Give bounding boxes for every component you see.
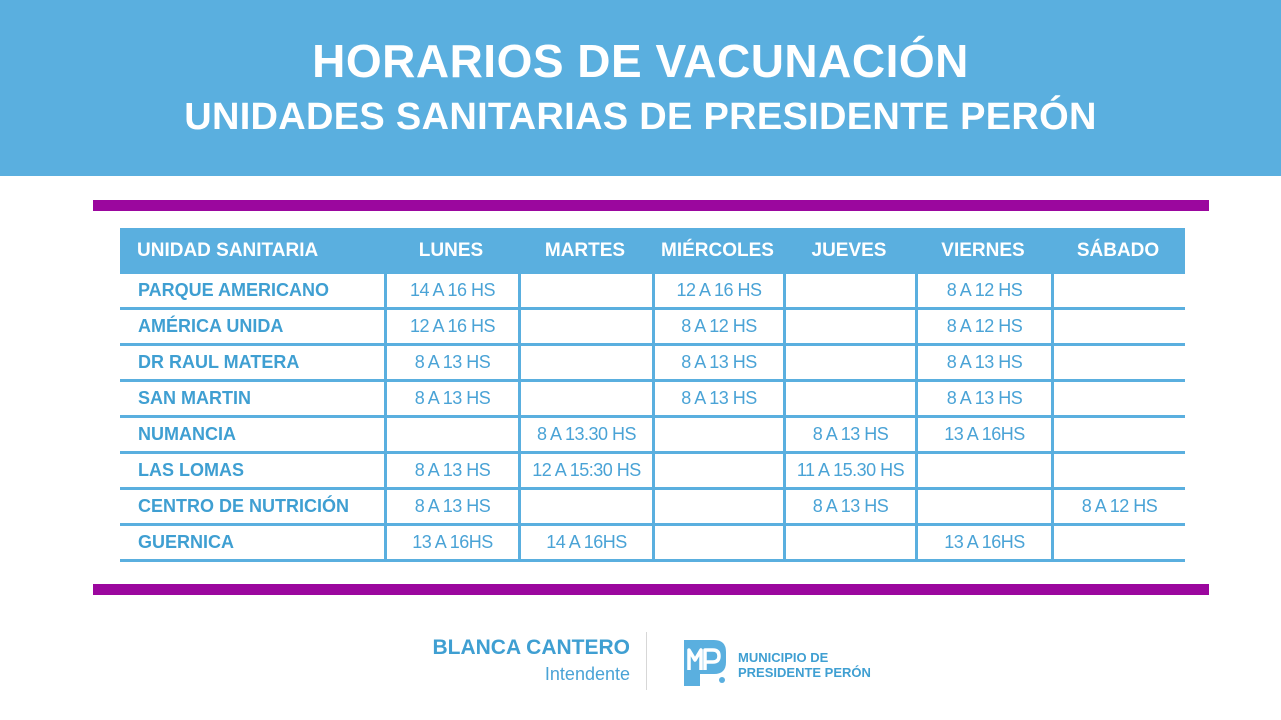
schedule-cell	[652, 418, 783, 451]
schedule-cell: 8 A 13 HS	[783, 418, 915, 451]
table-body: PARQUE AMERICANO 14 A 16 HS 12 A 16 HS 8 A …	[120, 274, 1185, 562]
schedule-cell: 12 A 16 HS	[384, 310, 518, 343]
unit-name-cell: SAN MARTIN	[138, 388, 251, 408]
table-row: AMÉRICA UNIDA 12 A 16 HS 8 A 12 HS 8 A 12 H…	[120, 310, 1185, 346]
schedule-cell	[783, 382, 915, 415]
page-subtitle: UNIDADES SANITARIAS DE PRESIDENTE PERÓN	[184, 96, 1097, 138]
schedule-cell: 8 A 13 HS	[652, 346, 783, 379]
schedule-cell: 8 A 13 HS	[915, 346, 1051, 379]
schedule-cell: 8 A 13 HS	[652, 382, 783, 415]
table-row: SAN MARTIN 8 A 13 HS 8 A 13 HS 8 A 13 HS	[120, 382, 1185, 418]
table-header: UNIDAD SANITARIA LUNES MARTES MIÉRCOLES …	[120, 228, 1185, 274]
schedule-cell	[518, 346, 652, 379]
table-row: CENTRO DE NUTRICIÓN 8 A 13 HS 8 A 13 HS 8 A…	[120, 490, 1185, 526]
schedule-cell	[783, 274, 915, 307]
schedule-cell: 13 A 16HS	[915, 418, 1051, 451]
column-header: SÁBADO	[1076, 240, 1160, 261]
schedule-cell	[518, 382, 652, 415]
schedule-cell	[384, 418, 518, 451]
column-header: MIÉRCOLES	[661, 240, 774, 261]
unit-name-cell: CENTRO DE NUTRICIÓN	[138, 496, 349, 516]
table-row: LAS LOMAS 8 A 13 HS 12 A 15:30 HS 11 A 15.3…	[120, 454, 1185, 490]
schedule-cell	[1051, 382, 1185, 415]
schedule-table: UNIDAD SANITARIA LUNES MARTES MIÉRCOLES …	[120, 228, 1185, 562]
schedule-cell: 13 A 16HS	[384, 526, 518, 559]
schedule-cell	[1051, 418, 1185, 451]
schedule-cell: 8 A 13 HS	[783, 490, 915, 523]
schedule-cell	[652, 490, 783, 523]
schedule-cell	[1051, 346, 1185, 379]
schedule-cell: 8 A 12 HS	[915, 310, 1051, 343]
column-header: LUNES	[418, 240, 484, 261]
municipality-name: MUNICIPIO DE PRESIDENTE PERÓN	[738, 650, 871, 680]
mayor-role: Intendente	[544, 664, 630, 684]
schedule-cell	[915, 490, 1051, 523]
unit-name-cell: LAS LOMAS	[138, 460, 244, 480]
municipality-name-line2: PRESIDENTE PERÓN	[738, 665, 871, 680]
schedule-cell	[783, 526, 915, 559]
schedule-cell: 8 A 13.30 HS	[518, 418, 652, 451]
schedule-cell	[1051, 274, 1185, 307]
unit-name-cell: NUMANCIA	[138, 424, 236, 444]
table-row: GUERNICA 13 A 16HS 14 A 16HS 13 A 16HS	[120, 526, 1185, 562]
unit-name-cell: GUERNICA	[138, 532, 235, 552]
page-title: HORARIOS DE VACUNACIÓN	[312, 35, 969, 87]
bottom-divider	[93, 584, 1209, 595]
schedule-cell	[783, 346, 915, 379]
table-row: PARQUE AMERICANO 14 A 16 HS 12 A 16 HS 8 A …	[120, 274, 1185, 310]
schedule-cell: 14 A 16 HS	[384, 274, 518, 307]
unit-name-cell: DR RAUL MATERA	[138, 352, 300, 372]
schedule-cell: 12 A 15:30 HS	[518, 454, 652, 487]
column-header: MARTES	[544, 240, 626, 261]
schedule-cell: 8 A 12 HS	[652, 310, 783, 343]
header-banner: HORARIOS DE VACUNACIÓN UNIDADES SANITARI…	[0, 0, 1281, 176]
schedule-cell	[783, 310, 915, 343]
top-divider	[93, 200, 1209, 211]
column-header: UNIDAD SANITARIA	[137, 240, 319, 261]
schedule-cell: 8 A 12 HS	[1051, 490, 1185, 523]
schedule-cell: 11 A 15.30 HS	[783, 454, 915, 487]
schedule-cell	[1051, 310, 1185, 343]
schedule-cell	[1051, 454, 1185, 487]
schedule-cell: 14 A 16HS	[518, 526, 652, 559]
schedule-cell	[652, 526, 783, 559]
municipality-name-line1: MUNICIPIO DE	[738, 650, 829, 665]
table-row: NUMANCIA 8 A 13.30 HS 8 A 13 HS 13 A 16HS	[120, 418, 1185, 454]
schedule-cell	[518, 274, 652, 307]
schedule-cell: 8 A 13 HS	[384, 490, 518, 523]
schedule-cell	[1051, 526, 1185, 559]
schedule-cell: 8 A 13 HS	[384, 454, 518, 487]
schedule-cell: 8 A 13 HS	[915, 382, 1051, 415]
schedule-cell	[652, 454, 783, 487]
schedule-cell: 13 A 16HS	[915, 526, 1051, 559]
schedule-cell: 8 A 13 HS	[384, 382, 518, 415]
column-header: JUEVES	[811, 240, 887, 261]
schedule-cell: 8 A 13 HS	[384, 346, 518, 379]
schedule-cell	[518, 310, 652, 343]
schedule-cell	[915, 454, 1051, 487]
table-row: DR RAUL MATERA 8 A 13 HS 8 A 13 HS 8 A 13 H…	[120, 346, 1185, 382]
footer-divider	[646, 632, 647, 690]
unit-name-cell: AMÉRICA UNIDA	[138, 316, 284, 336]
schedule-cell: 12 A 16 HS	[652, 274, 783, 307]
schedule-cell: 8 A 12 HS	[915, 274, 1051, 307]
column-header: VIERNES	[941, 240, 1025, 261]
schedule-cell	[518, 490, 652, 523]
mayor-name: BLANCA CANTERO	[432, 636, 630, 659]
municipality-logo-icon	[684, 640, 726, 686]
unit-name-cell: PARQUE AMERICANO	[138, 280, 330, 300]
